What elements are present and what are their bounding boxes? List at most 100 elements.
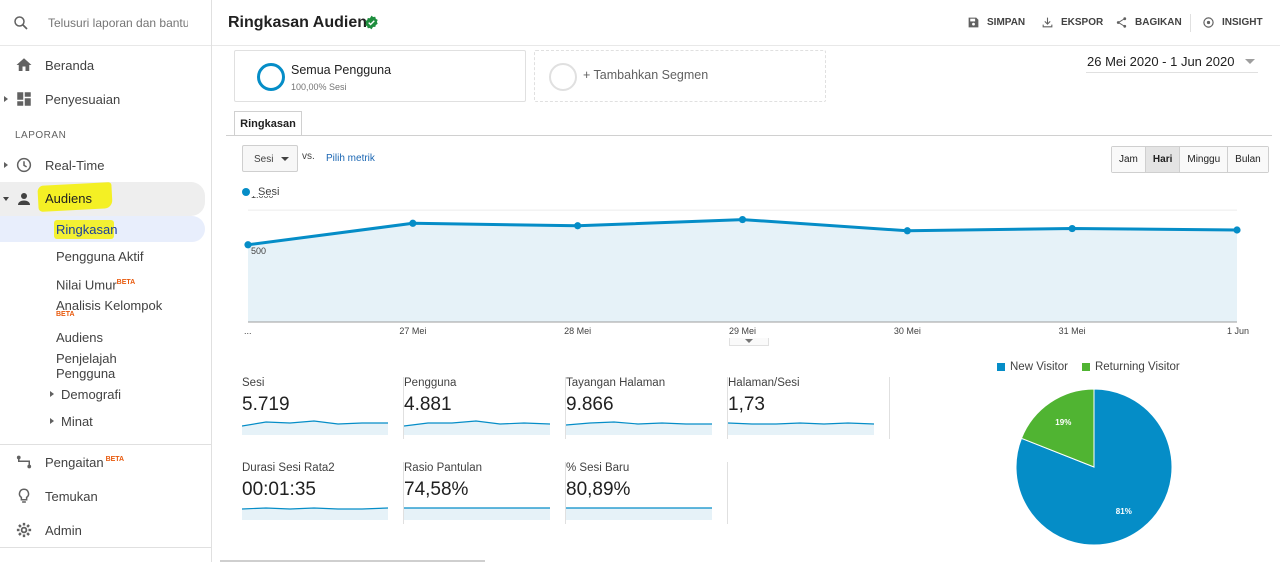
scorecard-label: Durasi Sesi Rata2 xyxy=(242,462,335,474)
divider xyxy=(0,547,212,548)
granularity-bulan-button[interactable]: Bulan xyxy=(1228,147,1268,172)
x-tick-label: ... xyxy=(244,326,252,336)
legend-label: Returning Visitor xyxy=(1094,361,1180,373)
beta-badge: BETA xyxy=(116,279,136,286)
granularity-minggu-button[interactable]: Minggu xyxy=(1180,147,1229,172)
sidebar-item-temukan[interactable]: Temukan xyxy=(0,482,212,510)
scorecard-label: Halaman/Sesi xyxy=(728,377,800,389)
person-icon xyxy=(18,193,30,205)
scorecard-durasi-sesi[interactable]: Durasi Sesi Rata2 00:01:35 xyxy=(242,462,404,524)
pick-metric-link[interactable]: Pilih metrik xyxy=(326,153,375,164)
page-title: Ringkasan Audiens xyxy=(228,14,376,31)
sidebar-subitem-penjelajah-pengguna[interactable]: Penjelajah Pengguna xyxy=(56,351,117,381)
chevron-down-icon xyxy=(745,339,753,343)
legend-label: Sesi xyxy=(258,186,280,198)
scorecard-sesi[interactable]: Sesi 5.719 xyxy=(242,377,404,439)
sidebar-subitem-label: Analisis Kelompok xyxy=(56,298,163,313)
insight-label: INSIGHT xyxy=(1222,17,1263,28)
sidebar-subitem-audiens[interactable]: Audiens xyxy=(56,330,103,345)
share-icon xyxy=(1116,17,1127,28)
chevron-right-icon xyxy=(50,391,54,397)
sidebar-subitem-nilai-umur[interactable]: Nilai UmurBETA xyxy=(56,275,135,292)
sidebar-subitem-analisis-kelompok[interactable]: Analisis Kelompok BETA xyxy=(56,298,162,318)
add-segment-label: + Tambahkan Segmen xyxy=(583,68,709,82)
scorecard-pengguna[interactable]: Pengguna 4.881 xyxy=(404,377,566,439)
insight-button[interactable]: INSIGHT xyxy=(1202,16,1263,29)
pie-slice-returning-visitor[interactable] xyxy=(1020,388,1095,468)
chevron-right-icon xyxy=(4,96,8,102)
sparkline xyxy=(242,507,388,520)
granularity-hari-button[interactable]: Hari xyxy=(1145,147,1181,172)
tab-ringkasan[interactable]: Ringkasan xyxy=(234,111,302,136)
sidebar: Beranda Penyesuaian LAPORAN Real-Time Au… xyxy=(0,0,212,562)
scorecard-tayangan-halaman[interactable]: Tayangan Halaman 9.866 xyxy=(566,377,728,439)
pie-slice-label: 19% xyxy=(1055,418,1071,427)
sidebar-subitem-ringkasan[interactable]: Ringkasan xyxy=(56,222,118,237)
sidebar-item-label: Admin xyxy=(45,522,82,538)
search-input[interactable] xyxy=(48,15,188,30)
chart-collapse-toggle[interactable] xyxy=(729,338,769,346)
data-point xyxy=(1068,224,1076,233)
save-button[interactable]: SIMPAN xyxy=(967,16,1025,29)
sidebar-subitem-pengguna-aktif[interactable]: Pengguna Aktif xyxy=(56,249,144,264)
segment-semua-pengguna[interactable]: Semua Pengguna 100,00% Sesi xyxy=(234,50,526,102)
sparkline xyxy=(404,420,550,435)
scorecard-sesi-baru[interactable]: % Sesi Baru 80,89% xyxy=(566,462,728,524)
gear-icon xyxy=(16,522,32,538)
date-range-picker[interactable]: 26 Mei 2020 - 1 Jun 2020 xyxy=(1087,54,1235,69)
sidebar-item-admin[interactable]: Admin xyxy=(0,516,212,544)
divider xyxy=(1190,14,1191,32)
dashboard-icon xyxy=(17,92,31,106)
scorecard-label: Rasio Pantulan xyxy=(404,462,482,474)
sidebar-subitem-demografi[interactable]: Demografi xyxy=(61,387,121,402)
legend-item-returning-visitor[interactable]: Returning Visitor xyxy=(1081,361,1180,373)
chart-legend: Sesi xyxy=(242,186,279,198)
sidebar-subitem-minat[interactable]: Minat xyxy=(61,414,93,429)
sparkline xyxy=(728,422,874,435)
chevron-down-icon[interactable] xyxy=(1245,59,1255,64)
beta-badge: BETA xyxy=(105,456,125,464)
sidebar-item-realtime[interactable]: Real-Time xyxy=(0,151,212,179)
data-point xyxy=(409,219,417,227)
sidebar-item-label: Temukan xyxy=(45,488,98,504)
scorecard-value: 9.866 xyxy=(566,394,614,415)
data-point xyxy=(1233,226,1241,234)
sidebar-item-label: Audiens xyxy=(45,191,92,206)
download-icon xyxy=(1042,17,1053,28)
data-point xyxy=(574,222,582,230)
scorecard-halaman-per-sesi[interactable]: Halaman/Sesi 1,73 xyxy=(728,377,890,439)
scorecard-label: % Sesi Baru xyxy=(566,462,630,474)
verified-badge-icon xyxy=(365,15,378,30)
sidebar-item-pengaitan[interactable]: Pengaitan BETA xyxy=(0,448,212,476)
scorecard-label: Tayangan Halaman xyxy=(566,377,666,389)
export-label: EKSPOR xyxy=(1061,17,1104,28)
export-button[interactable]: EKSPOR xyxy=(1041,16,1103,29)
x-tick-label: 28 Mei xyxy=(564,326,591,336)
sidebar-item-beranda[interactable]: Beranda xyxy=(0,51,212,79)
divider xyxy=(226,135,1272,136)
divider xyxy=(1086,72,1258,73)
sidebar-subitem-label: Nilai Umur xyxy=(56,277,117,293)
scorecard-label: Pengguna xyxy=(404,377,457,389)
segment-name: Semua Pengguna xyxy=(291,63,392,77)
legend-swatch xyxy=(997,363,1005,371)
metric-dropdown[interactable]: Sesi xyxy=(242,145,298,172)
metric-dropdown-label: Sesi xyxy=(254,154,274,165)
granularity-toggle: Jam Hari Minggu Bulan xyxy=(1111,146,1269,173)
scorecard-rasio-pantulan[interactable]: Rasio Pantulan 74,58% xyxy=(404,462,566,524)
sidebar-item-penyesuaian[interactable]: Penyesuaian xyxy=(0,85,212,113)
scrollbar[interactable] xyxy=(220,560,485,562)
legend-swatch xyxy=(1081,363,1090,371)
share-button[interactable]: BAGIKAN xyxy=(1115,16,1182,29)
add-segment-button[interactable]: + Tambahkan Segmen xyxy=(534,50,826,102)
legend-item-new-visitor[interactable]: New Visitor xyxy=(997,361,1068,373)
granularity-jam-button[interactable]: Jam xyxy=(1112,147,1146,172)
data-point xyxy=(738,215,747,224)
data-point xyxy=(244,241,252,249)
section-label: LAPORAN xyxy=(15,130,67,141)
y-tick-label: 1.000 xyxy=(251,196,274,200)
scorecard-label: Sesi xyxy=(242,377,265,389)
home-icon xyxy=(16,58,32,71)
pie-slice-new-visitor[interactable] xyxy=(1015,388,1173,546)
sparkline xyxy=(242,420,388,435)
